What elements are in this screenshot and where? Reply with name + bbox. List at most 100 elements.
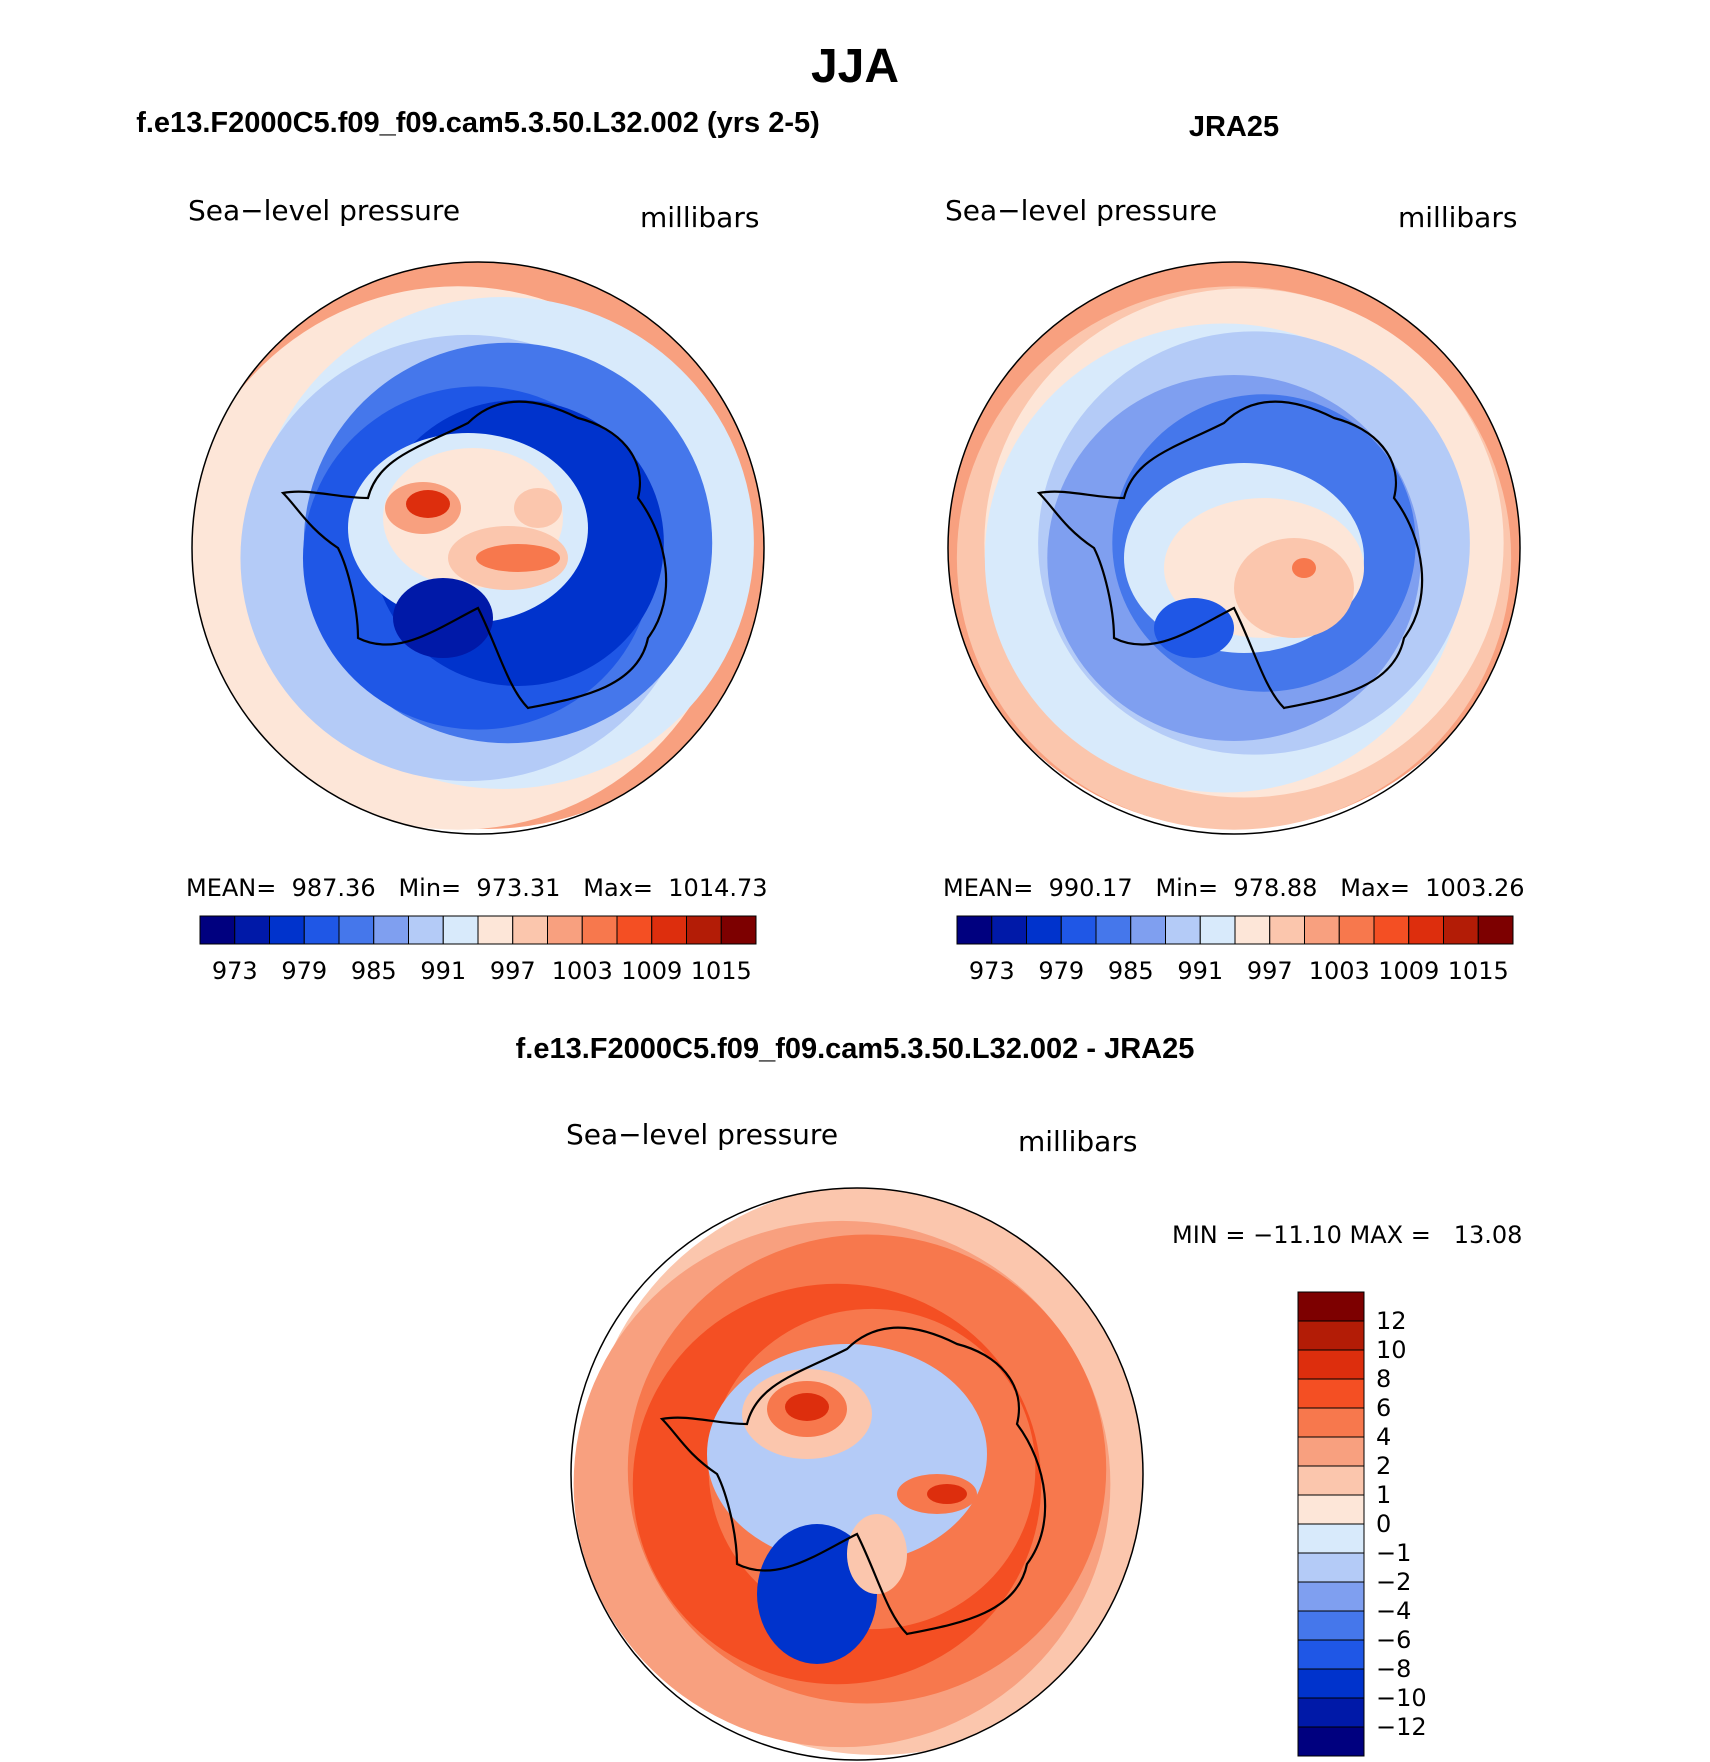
colorbar-swatch [1443, 915, 1479, 945]
contour-region [514, 488, 562, 528]
colorbar-tick-label: −4 [1376, 1597, 1411, 1625]
panel-model-title: f.e13.F2000C5.f09_f09.cam5.3.50.L32.002 … [136, 107, 820, 139]
panel-obs-colorbar: 973 979 985 991 997 1003 1009 1015 [956, 915, 1514, 985]
contour-region [406, 490, 450, 518]
colorbar-swatch [442, 915, 479, 945]
colorbar-tick-label: 12 [1376, 1307, 1407, 1335]
map-boundary [570, 1187, 1144, 1761]
colorbar-tick-label: 979 [281, 957, 327, 985]
contour-region [757, 1524, 877, 1664]
colorbar-swatch [1408, 915, 1444, 945]
colorbar-tick-label: 1009 [1378, 957, 1439, 985]
colorbar-swatch [1297, 1581, 1365, 1612]
colorbar-swatch [408, 915, 444, 945]
colorbar-tick-label: −12 [1376, 1713, 1427, 1741]
colorbar-tick-label: 8 [1376, 1365, 1391, 1393]
colorbar-tick-label: −6 [1376, 1626, 1411, 1654]
colorbar-tick-label: 991 [1177, 957, 1223, 985]
colorbar-swatch [303, 915, 340, 945]
colorbar-tick-label: 1 [1376, 1481, 1391, 1509]
colorbar-tick-label: 979 [1038, 957, 1084, 985]
panel-diff-title: f.e13.F2000C5.f09_f09.cam5.3.50.L32.002 … [516, 1033, 1195, 1065]
colorbar-swatch [234, 915, 270, 945]
colorbar-swatch [616, 915, 653, 945]
colorbar-swatch [1373, 915, 1410, 945]
colorbar-swatch [956, 915, 993, 945]
panel-model-variable: Sea−level pressure [188, 194, 460, 227]
panel-model-colorbar: 973 979 985 991 997 1003 1009 1015 [199, 915, 757, 985]
colorbar-tick-label: 1003 [552, 957, 613, 985]
colorbar-tick-label: 985 [1108, 957, 1154, 985]
colorbar-swatch [1060, 915, 1097, 945]
colorbar-swatch [1297, 1465, 1365, 1496]
colorbar-swatch [1234, 915, 1271, 945]
coastline [659, 1326, 1047, 1636]
colorbar-swatch [1095, 915, 1132, 945]
panel-model-units: millibars [640, 201, 759, 234]
panel-diff-map [570, 1187, 1144, 1761]
colorbar-swatch [1297, 1726, 1365, 1757]
colorbar-swatch [686, 915, 722, 945]
colorbar-tick-label: 1015 [1448, 957, 1509, 985]
colorbar-tick-label: 991 [420, 957, 466, 985]
colorbar-swatch [373, 915, 409, 945]
panel-obs-map [947, 261, 1521, 835]
panel-diff: f.e13.F2000C5.f09_f09.cam5.3.50.L32.002 … [516, 1033, 1522, 1761]
colorbar-swatch [512, 915, 548, 945]
panel-obs-title: JRA25 [1189, 111, 1279, 143]
colorbar-tick-label: −1 [1376, 1539, 1411, 1567]
colorbar-swatch [1297, 1610, 1365, 1641]
panel-model-map [191, 261, 765, 835]
colorbar-swatch [1297, 1320, 1365, 1351]
colorbar-swatch [1297, 1407, 1365, 1438]
panel-diff-variable: Sea−level pressure [566, 1118, 838, 1151]
panel-obs-units: millibars [1398, 201, 1517, 234]
panel-obs-stats: MEAN= 990.17 Min= 978.88 Max= 1003.26 [943, 874, 1525, 902]
map-boundary [191, 261, 765, 835]
colorbar-swatch [1297, 1378, 1365, 1409]
colorbar-tick-label: 1003 [1309, 957, 1370, 985]
colorbar-swatch [269, 915, 305, 945]
colorbar-tick-label: −8 [1376, 1655, 1411, 1683]
colorbar-swatch [991, 915, 1027, 945]
colorbar-swatch [1338, 915, 1375, 945]
colorbar-swatch [1297, 1291, 1365, 1322]
colorbar-swatch [1297, 1552, 1365, 1583]
panel-model-stats: MEAN= 987.36 Min= 973.31 Max= 1014.73 [186, 874, 768, 902]
colorbar-swatch [581, 915, 618, 945]
colorbar-tick-label: 973 [212, 957, 258, 985]
colorbar-swatch [1269, 915, 1305, 945]
colorbar-swatch [547, 915, 583, 945]
colorbar-swatch [199, 915, 236, 945]
contour-region [707, 1344, 987, 1564]
colorbar-swatch [1297, 1436, 1365, 1467]
colorbar-swatch [1297, 1523, 1365, 1554]
panel-diff-units: millibars [1018, 1125, 1137, 1158]
colorbar-tick-label: 973 [969, 957, 1015, 985]
colorbar-tick-label: 997 [490, 957, 536, 985]
colorbar-swatch [1477, 915, 1514, 945]
map-boundary [947, 261, 1521, 835]
colorbar-tick-label: 1015 [691, 957, 752, 985]
colorbar-tick-label: 1009 [621, 957, 682, 985]
contour-region [476, 544, 560, 572]
coastline [1036, 400, 1424, 710]
colorbar-swatch [1026, 915, 1062, 945]
colorbar-swatch [1165, 915, 1201, 945]
contour-region [393, 578, 493, 658]
colorbar-swatch [1297, 1639, 1365, 1670]
colorbar-swatch [1199, 915, 1236, 945]
panel-obs: JRA25 Sea−level pressure millibars MEAN=… [943, 111, 1525, 985]
colorbar-swatch [477, 915, 514, 945]
colorbar-swatch [1130, 915, 1166, 945]
contour-region [927, 1484, 967, 1504]
contour-region [1234, 538, 1354, 638]
contour-region [1292, 558, 1316, 578]
colorbar-swatch [1297, 1668, 1365, 1699]
colorbar-tick-label: 10 [1376, 1336, 1407, 1364]
colorbar-swatch [1297, 1494, 1365, 1525]
panel-model: f.e13.F2000C5.f09_f09.cam5.3.50.L32.002 … [136, 107, 820, 985]
colorbar-tick-label: 997 [1247, 957, 1293, 985]
panel-obs-variable: Sea−level pressure [945, 194, 1217, 227]
